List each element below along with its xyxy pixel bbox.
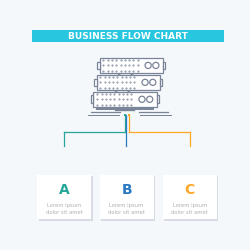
Bar — [156, 96, 159, 103]
Bar — [128, 114, 130, 116]
Text: Lorem ipsum
dolor sit amet: Lorem ipsum dolor sit amet — [108, 203, 145, 215]
Bar — [39, 176, 93, 221]
Circle shape — [139, 96, 145, 102]
Circle shape — [153, 62, 159, 68]
Bar — [163, 175, 217, 220]
Text: B: B — [121, 183, 132, 197]
Bar — [96, 75, 160, 90]
Bar — [37, 175, 91, 220]
Bar — [94, 78, 96, 86]
Bar — [100, 175, 154, 220]
Bar — [101, 176, 155, 221]
Text: C: C — [184, 183, 195, 197]
Bar — [32, 30, 224, 42]
Circle shape — [150, 79, 156, 86]
Bar — [164, 176, 218, 221]
Text: BUSINESS FLOW CHART: BUSINESS FLOW CHART — [68, 32, 188, 41]
Circle shape — [142, 79, 148, 86]
Bar — [97, 62, 100, 69]
Bar — [94, 92, 156, 107]
Bar — [91, 96, 94, 103]
Text: A: A — [59, 183, 70, 197]
Bar — [160, 78, 162, 86]
Bar — [100, 58, 163, 73]
Text: Lorem ipsum
dolor sit amet: Lorem ipsum dolor sit amet — [46, 203, 83, 215]
Circle shape — [145, 62, 151, 68]
Bar — [124, 114, 126, 116]
Bar — [163, 62, 165, 69]
Circle shape — [146, 96, 153, 102]
Text: Lorem ipsum
dolor sit amet: Lorem ipsum dolor sit amet — [171, 203, 208, 215]
